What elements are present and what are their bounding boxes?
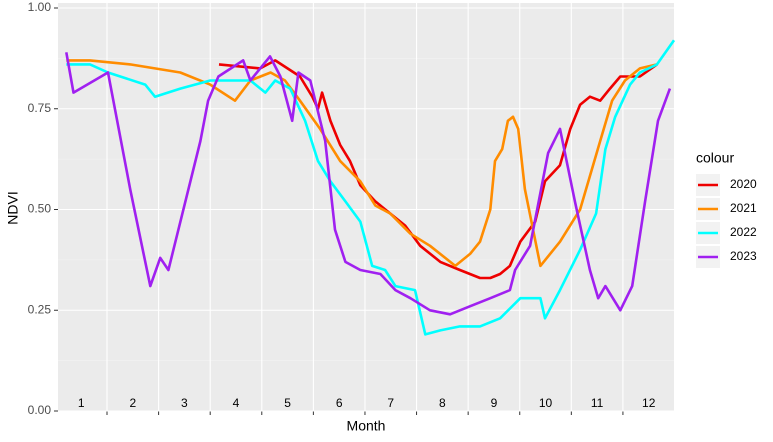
month-label: 4 xyxy=(233,396,240,410)
month-label: 10 xyxy=(539,396,553,410)
legend-title: colour xyxy=(696,150,734,166)
y-tick-label: 0.25 xyxy=(28,302,52,316)
month-label: 2 xyxy=(129,396,136,410)
y-tick-label: 1.00 xyxy=(28,0,52,14)
legend-label: 2023 xyxy=(730,249,757,263)
month-label: 1 xyxy=(78,396,85,410)
month-label: 3 xyxy=(181,396,188,410)
legend-label: 2021 xyxy=(730,201,757,215)
x-axis-title: Month xyxy=(347,418,386,434)
month-label: 11 xyxy=(591,396,604,410)
series-line xyxy=(66,39,676,336)
series-line xyxy=(218,59,658,280)
y-tick-label: 0.50 xyxy=(28,202,52,216)
month-label: 9 xyxy=(491,396,498,410)
series-line xyxy=(66,59,658,268)
month-label: 8 xyxy=(439,396,446,410)
series-line xyxy=(65,52,672,316)
y-tick-label: 0.75 xyxy=(28,101,52,115)
month-label: 6 xyxy=(336,396,343,410)
y-tick-label: 0.00 xyxy=(28,403,52,417)
legend-label: 2020 xyxy=(730,177,757,191)
y-axis-title: NDVI xyxy=(5,191,21,224)
month-label: 5 xyxy=(284,396,291,410)
legend-label: 2022 xyxy=(730,225,757,239)
month-label: 7 xyxy=(387,396,394,410)
month-label: 12 xyxy=(642,396,656,410)
